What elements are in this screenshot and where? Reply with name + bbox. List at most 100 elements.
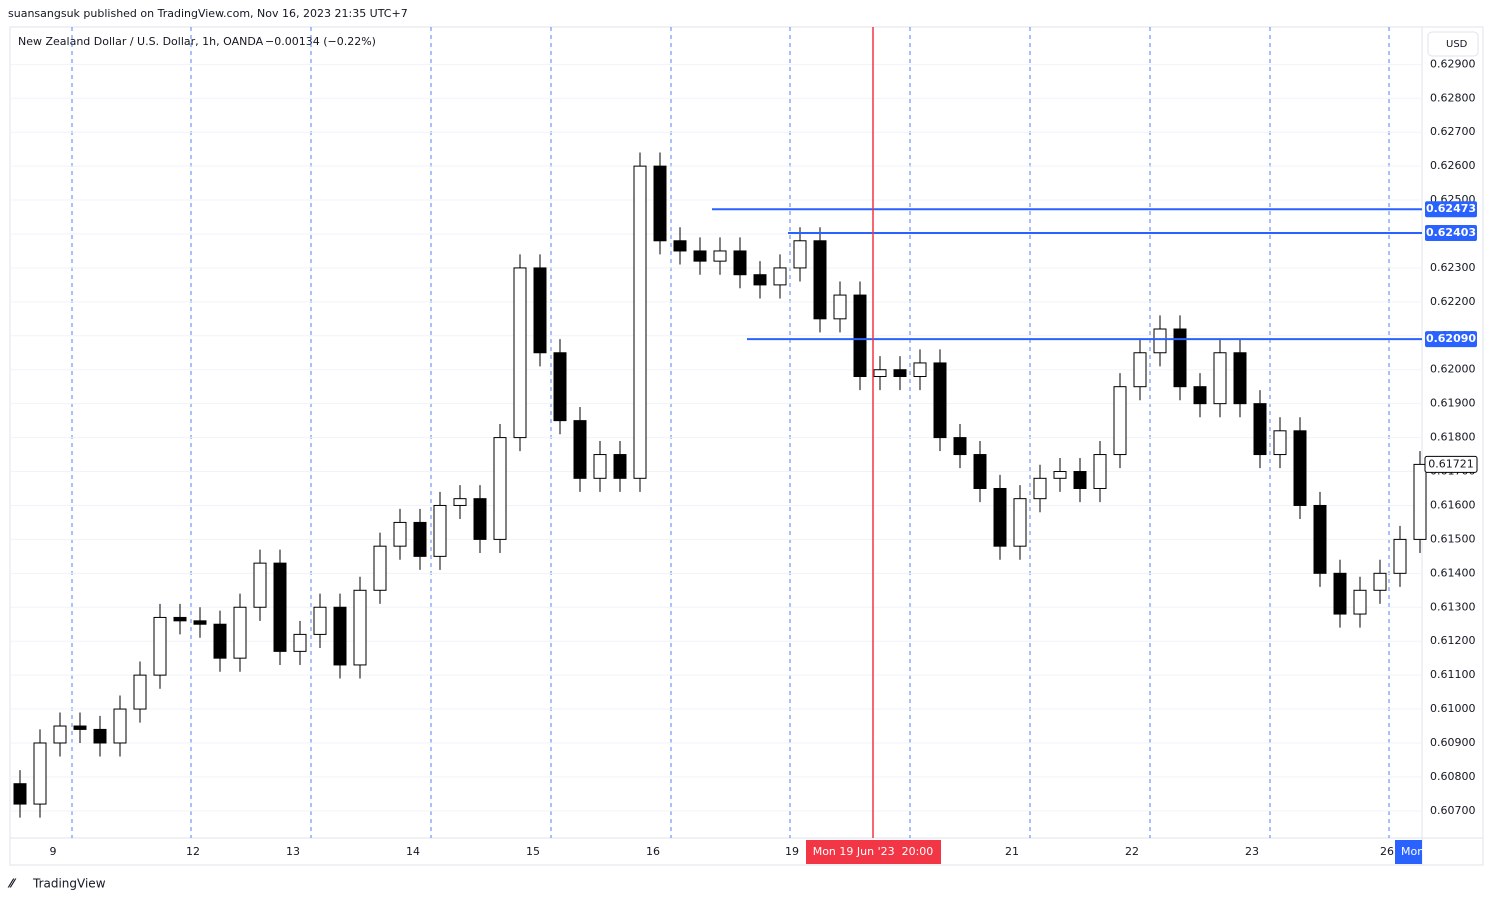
brand: TradingView — [32, 877, 106, 891]
y-tick-label: 0.61800 — [1430, 431, 1476, 444]
candle-body — [393, 521, 407, 547]
candle-body — [1413, 463, 1427, 540]
y-tick-label: 0.61100 — [1430, 668, 1476, 681]
candle-body — [1173, 328, 1187, 388]
candle-body — [473, 498, 487, 540]
candle-body — [153, 616, 167, 676]
level-label: 0.62090 — [1426, 332, 1476, 345]
candle-body — [513, 267, 527, 439]
candle-body — [953, 437, 967, 456]
x-tick-label: 26 — [1380, 845, 1394, 858]
candle-body — [593, 454, 607, 479]
candle-body — [873, 369, 887, 378]
last-price-label: 0.61721 — [1428, 457, 1474, 470]
candle-body — [993, 487, 1007, 547]
cursor-label: Mon 19 Jun '23 20:00 — [813, 845, 934, 858]
x-tick-label: 9 — [50, 845, 57, 858]
candle-body — [653, 165, 667, 242]
candle-body — [1153, 328, 1167, 354]
candle-body — [73, 725, 87, 730]
candle-body — [173, 616, 187, 622]
x-tick-label: 22 — [1125, 845, 1139, 858]
candle-body — [1333, 572, 1347, 615]
x-tick-label: 12 — [186, 845, 200, 858]
candle-body — [1253, 403, 1267, 456]
candle-body — [1133, 352, 1147, 388]
candle-body — [773, 267, 787, 286]
level-label-box — [1425, 224, 1477, 241]
candle-body — [613, 454, 627, 479]
candle-body — [13, 783, 27, 805]
candle-body — [1113, 386, 1127, 456]
y-tick-label: 0.62300 — [1430, 261, 1476, 274]
x-tick-label: 15 — [526, 845, 540, 858]
y-tick-label: 0.61300 — [1430, 600, 1476, 613]
frame — [9, 26, 1484, 866]
candle-body — [1013, 498, 1027, 547]
logo: ⁄⁄ — [7, 877, 17, 891]
currency: USD — [1446, 39, 1468, 50]
symbol-title: New Zealand Dollar / U.S. Dollar, 1h, OA… — [18, 35, 264, 48]
end-label-box — [1395, 840, 1422, 864]
x-tick-label: 14 — [406, 845, 420, 858]
candle-body — [813, 240, 827, 320]
candle-body — [313, 606, 327, 635]
x-tick-label: 13 — [286, 845, 300, 858]
candle-body — [553, 352, 567, 422]
candle-body — [1353, 589, 1367, 615]
currency-button[interactable] — [1427, 31, 1479, 57]
y-tick-label: 0.61900 — [1430, 397, 1476, 410]
candle-body — [633, 165, 647, 479]
candle-body — [1033, 477, 1047, 500]
credit: suansangsuk published on TradingView.com… — [8, 7, 408, 20]
candle-body — [933, 362, 947, 439]
candle-body — [733, 250, 747, 276]
candle-body — [1373, 572, 1387, 591]
y-tick-label: 0.61200 — [1430, 634, 1476, 647]
x-tick-label: 16 — [646, 845, 660, 858]
candle-body — [353, 589, 367, 666]
y-tick-label: 0.60900 — [1430, 736, 1476, 749]
end-label: Mon — [1401, 845, 1424, 858]
candle-body — [1393, 538, 1407, 574]
candle-body — [413, 521, 427, 557]
x-tick-label: 19 — [785, 845, 799, 858]
candle-body — [373, 545, 387, 591]
candle-body — [233, 606, 247, 659]
candle-body — [1273, 430, 1287, 456]
candle-body — [573, 420, 587, 479]
y-tick-label: 0.61000 — [1430, 702, 1476, 715]
candle-body — [713, 250, 727, 262]
candle-body — [693, 250, 707, 262]
candle-body — [293, 633, 307, 652]
y-tick-label: 0.62000 — [1430, 363, 1476, 376]
candle-body — [1073, 471, 1087, 489]
y-tick-label: 0.62900 — [1430, 57, 1476, 70]
candle-body — [913, 362, 927, 378]
candle-body — [973, 454, 987, 489]
level-label-box — [1425, 331, 1477, 348]
candle-body — [273, 562, 287, 652]
candle-body — [333, 606, 347, 666]
candle-body — [1293, 430, 1307, 506]
candle-body — [1213, 352, 1227, 405]
candle-body — [193, 620, 207, 625]
candle-body — [453, 498, 467, 506]
candle-body — [1193, 386, 1207, 405]
y-tick-label: 0.62700 — [1430, 125, 1476, 138]
y-tick-label: 0.62800 — [1430, 91, 1476, 104]
candle-body — [893, 369, 907, 378]
y-tick-label: 0.61400 — [1430, 566, 1476, 579]
candle-body — [253, 562, 267, 608]
candle-body — [53, 725, 67, 744]
y-tick-label: 0.62200 — [1430, 295, 1476, 308]
candle-body — [33, 742, 47, 805]
candle-body — [133, 674, 147, 710]
level-label: 0.62403 — [1426, 226, 1476, 239]
y-tick-label: 0.61600 — [1430, 498, 1476, 511]
candle-body — [673, 240, 687, 252]
cursor-label-box — [806, 840, 941, 864]
candle-body — [1233, 352, 1247, 405]
candle-body — [533, 267, 547, 354]
